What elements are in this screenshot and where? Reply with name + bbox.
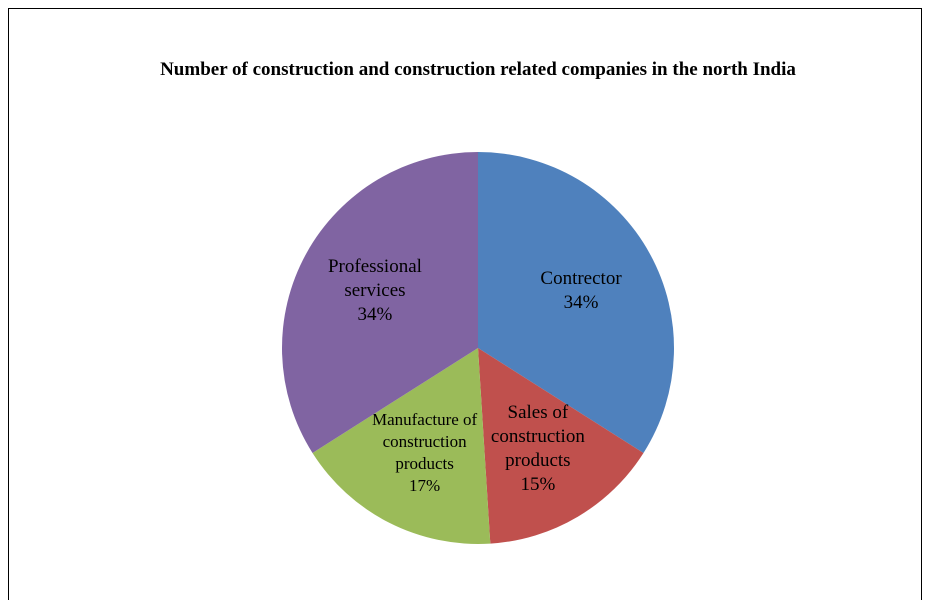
category-label: Manufacture of construction products [371, 409, 478, 473]
value-label: 34% [357, 304, 393, 326]
pie-slice [282, 152, 478, 454]
slice-label: Sales of construction products 15% [466, 399, 610, 499]
pie-slice [312, 348, 491, 544]
slice-label: Professional services 34% [303, 241, 447, 341]
title-box: Number of construction and construction … [160, 59, 796, 80]
category-label: Sales of construction products [490, 402, 585, 472]
category-label: Contrector [540, 268, 622, 290]
chart-title: Number of construction and construction … [160, 59, 796, 80]
value-label: 34% [563, 292, 599, 314]
slice-label: Manufacture of construction products 17% [353, 403, 497, 503]
pie-slice [478, 152, 674, 454]
slice-label: Contrector 34% [509, 241, 653, 341]
pie-slice [478, 348, 644, 544]
value-label: 15% [520, 474, 556, 496]
category-label: Professional services [327, 256, 422, 302]
value-label: 17% [409, 475, 441, 495]
